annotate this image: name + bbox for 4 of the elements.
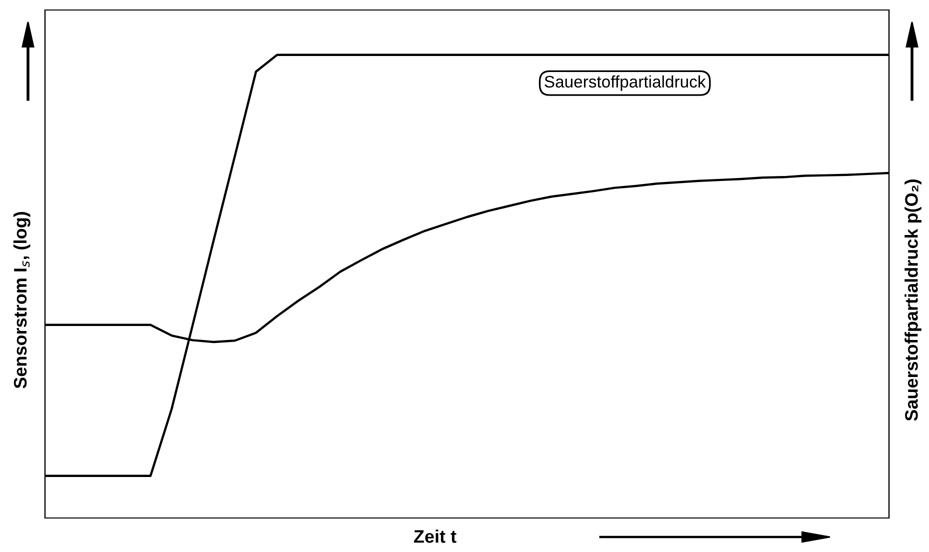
x-axis-title: Zeit t	[414, 530, 456, 543]
y-axis-title: Sensorstrom I$_{s}$, (log)	[13, 212, 30, 388]
y2-axis-title: Sauerstoffpartialdruck p(O₂)	[904, 180, 922, 421]
series-label: Sauerstoffpartialdruck	[544, 75, 706, 91]
